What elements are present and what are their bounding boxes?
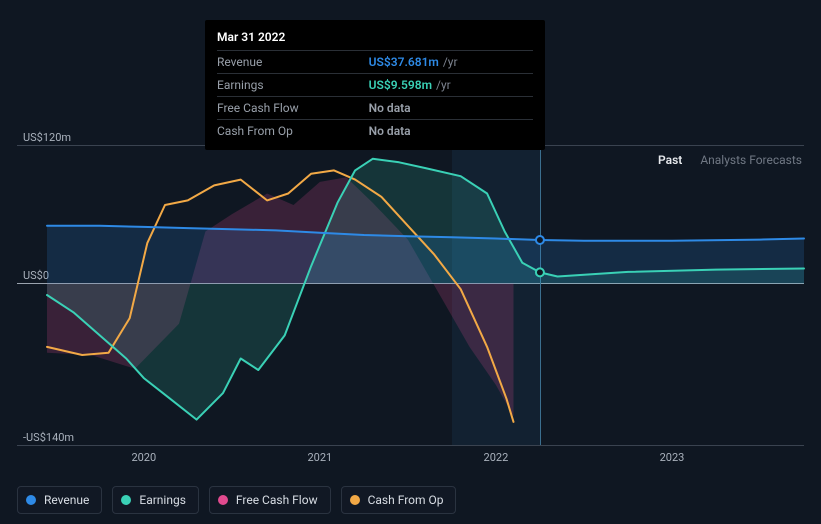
y-tick-label: US$0 (23, 269, 49, 282)
legend-label: Revenue (44, 493, 89, 507)
y-tick-label: US$120m (23, 131, 71, 144)
chart-tooltip: Mar 31 2022 RevenueUS$37.681m/yrEarnings… (205, 20, 545, 150)
legend-dot (26, 495, 36, 505)
legend-item-cash_from_op[interactable]: Cash From Op (341, 486, 457, 514)
tab-past[interactable]: Past (656, 147, 684, 173)
financials-chart: Mar 31 2022 RevenueUS$37.681m/yrEarnings… (17, 0, 804, 524)
legend-label: Cash From Op (368, 493, 444, 507)
tooltip-row: Cash From OpNo data (217, 120, 533, 143)
series-fill-earnings (47, 159, 804, 420)
legend-item-earnings[interactable]: Earnings (112, 486, 199, 514)
legend-label: Earnings (139, 493, 186, 507)
legend-dot (121, 495, 131, 505)
x-axis: 2020 2021 2022 2023 (47, 451, 804, 471)
legend-dot (218, 495, 228, 505)
tooltip-date: Mar 31 2022 (217, 30, 533, 50)
tooltip-row: Free Cash FlowNo data (217, 97, 533, 120)
gridline (17, 445, 804, 446)
legend-dot (350, 495, 360, 505)
x-tick-label: 2023 (660, 451, 685, 464)
x-tick-label: 2021 (307, 451, 332, 464)
chart-tabs: Past Analysts Forecasts (656, 147, 804, 173)
plot-area[interactable] (47, 145, 804, 445)
legend: Revenue Earnings Free Cash Flow Cash From O… (17, 486, 456, 514)
legend-item-revenue[interactable]: Revenue (17, 486, 102, 514)
x-tick-label: 2022 (484, 451, 509, 464)
tooltip-row: EarningsUS$9.598m/yr (217, 74, 533, 97)
legend-label: Free Cash Flow (236, 493, 318, 507)
tab-forecast[interactable]: Analysts Forecasts (698, 147, 804, 173)
tooltip-row: RevenueUS$37.681m/yr (217, 51, 533, 74)
x-tick-label: 2020 (131, 451, 156, 464)
legend-item-free_cash_flow[interactable]: Free Cash Flow (209, 486, 331, 514)
tooltip-table: RevenueUS$37.681m/yrEarningsUS$9.598m/yr… (217, 50, 533, 142)
